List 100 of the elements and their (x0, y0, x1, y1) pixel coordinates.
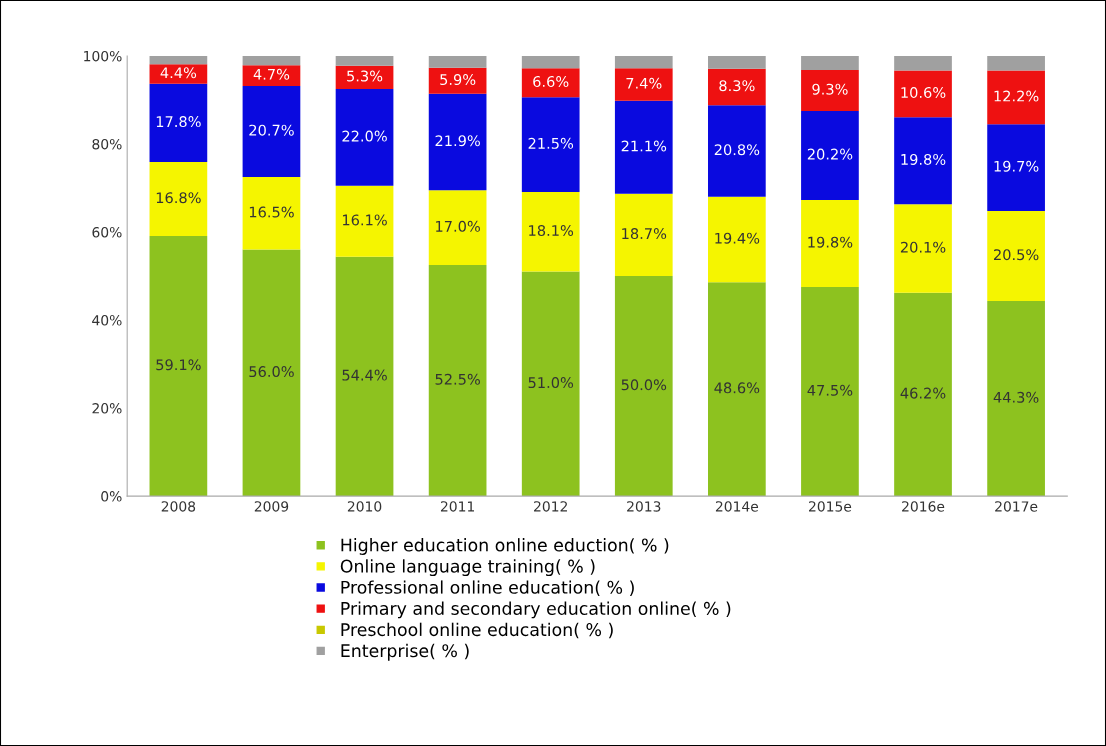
bar (708, 196, 766, 283)
legend-label: Enterprise( % ) (341, 643, 469, 661)
bar (894, 55, 952, 71)
y-tick-label: 80% (92, 138, 122, 150)
legend-label: Preschool online education( % ) (341, 622, 613, 639)
bar (242, 55, 301, 66)
y-tick-label: 100% (84, 50, 122, 62)
bar (242, 249, 301, 497)
data-label: 9.3% (812, 83, 848, 95)
bar (521, 68, 580, 98)
bar (801, 55, 859, 71)
data-label: 21.5% (528, 137, 574, 149)
x-tick-label: 2017e (995, 501, 1038, 512)
bar (521, 55, 580, 69)
data-label: 48.6% (714, 382, 760, 394)
bar (242, 85, 301, 177)
bar (428, 265, 487, 497)
data-label: 44.3% (993, 391, 1039, 403)
y-tick-label: 40% (92, 315, 122, 326)
x-tick-label: 2009 (254, 501, 289, 512)
bar (614, 100, 673, 194)
data-label: 52.5% (435, 373, 480, 385)
bar (521, 97, 580, 192)
bar (521, 191, 580, 272)
bar (242, 65, 301, 86)
x-tick-label: 2016e (902, 501, 945, 512)
x-tick-label: 2010 (347, 501, 382, 512)
legend-label: Online language training( % ) (340, 559, 595, 577)
y-tick-label: 60% (92, 226, 122, 238)
data-label: 46.2% (900, 387, 946, 399)
data-label: 16.5% (249, 206, 294, 218)
x-tick-label: 2011 (440, 501, 475, 512)
legend-label: Primary and secondary education online( % ) (341, 601, 731, 619)
bar (894, 70, 952, 118)
data-label: 20.7% (249, 124, 294, 136)
x-tick-label: 2014e (715, 501, 759, 512)
bar (335, 55, 394, 66)
bar (801, 110, 859, 200)
bar (708, 68, 766, 106)
x-tick-label: 2012 (534, 501, 567, 512)
bar (614, 68, 673, 101)
bar (987, 55, 1045, 71)
data-label: 54.4% (342, 369, 387, 381)
bar (708, 105, 766, 197)
bar (614, 193, 673, 277)
bar (801, 199, 859, 288)
bar (428, 55, 487, 68)
data-label: 21.1% (621, 140, 667, 152)
bar (987, 124, 1045, 211)
bar (987, 70, 1045, 125)
y-tick-label: 20% (92, 403, 122, 414)
bar (149, 64, 208, 84)
data-label: 16.8% (156, 192, 201, 204)
bar (987, 301, 1045, 497)
data-label: 4.4% (160, 67, 197, 79)
data-label: 5.9% (440, 74, 476, 86)
data-label: 21.9% (435, 135, 480, 147)
bar (428, 93, 487, 191)
data-label: 16.1% (342, 214, 387, 226)
data-label: 47.5% (807, 384, 853, 396)
data-label: 20.8% (714, 144, 760, 156)
bar (614, 55, 673, 69)
data-label: 51.0% (528, 377, 574, 389)
bar (335, 185, 394, 257)
x-tick-label: 2008 (161, 501, 196, 512)
bar (708, 282, 766, 497)
data-label: 19.4% (715, 232, 760, 244)
bar (149, 55, 208, 65)
y-tick-label: 0% (101, 491, 122, 502)
data-label: 12.2% (994, 90, 1039, 102)
bar (242, 176, 301, 250)
bar (521, 271, 580, 497)
legend-label: Professional online education( % ) (341, 580, 634, 596)
bar (428, 67, 487, 94)
bar (335, 88, 394, 186)
bar (987, 210, 1045, 302)
bar (149, 162, 208, 236)
data-label: 56.0% (249, 366, 294, 378)
data-label: 7.4% (626, 77, 662, 89)
bar (801, 287, 859, 497)
x-tick-label: 2013 (627, 501, 661, 512)
bar (801, 70, 859, 111)
data-label: 20.1% (900, 241, 946, 253)
x-tick-label: 2015e (809, 501, 852, 512)
legend-label: Higher education online eduction( % ) (341, 538, 669, 555)
bar (708, 55, 766, 69)
data-label: 19.8% (808, 236, 853, 248)
bar (614, 276, 673, 497)
data-label: 17.8% (156, 116, 201, 128)
bar (894, 204, 952, 293)
data-label: 10.6% (901, 87, 946, 99)
data-label: 18.1% (529, 224, 574, 237)
data-label: 59.1% (156, 359, 201, 371)
data-label: 5.3% (347, 70, 383, 82)
bar (335, 65, 394, 89)
bar (149, 235, 208, 497)
data-label: 18.7% (622, 228, 667, 240)
data-label: 17.0% (436, 220, 480, 232)
data-label: 4.7% (253, 68, 290, 80)
data-label: 20.2% (807, 148, 853, 160)
